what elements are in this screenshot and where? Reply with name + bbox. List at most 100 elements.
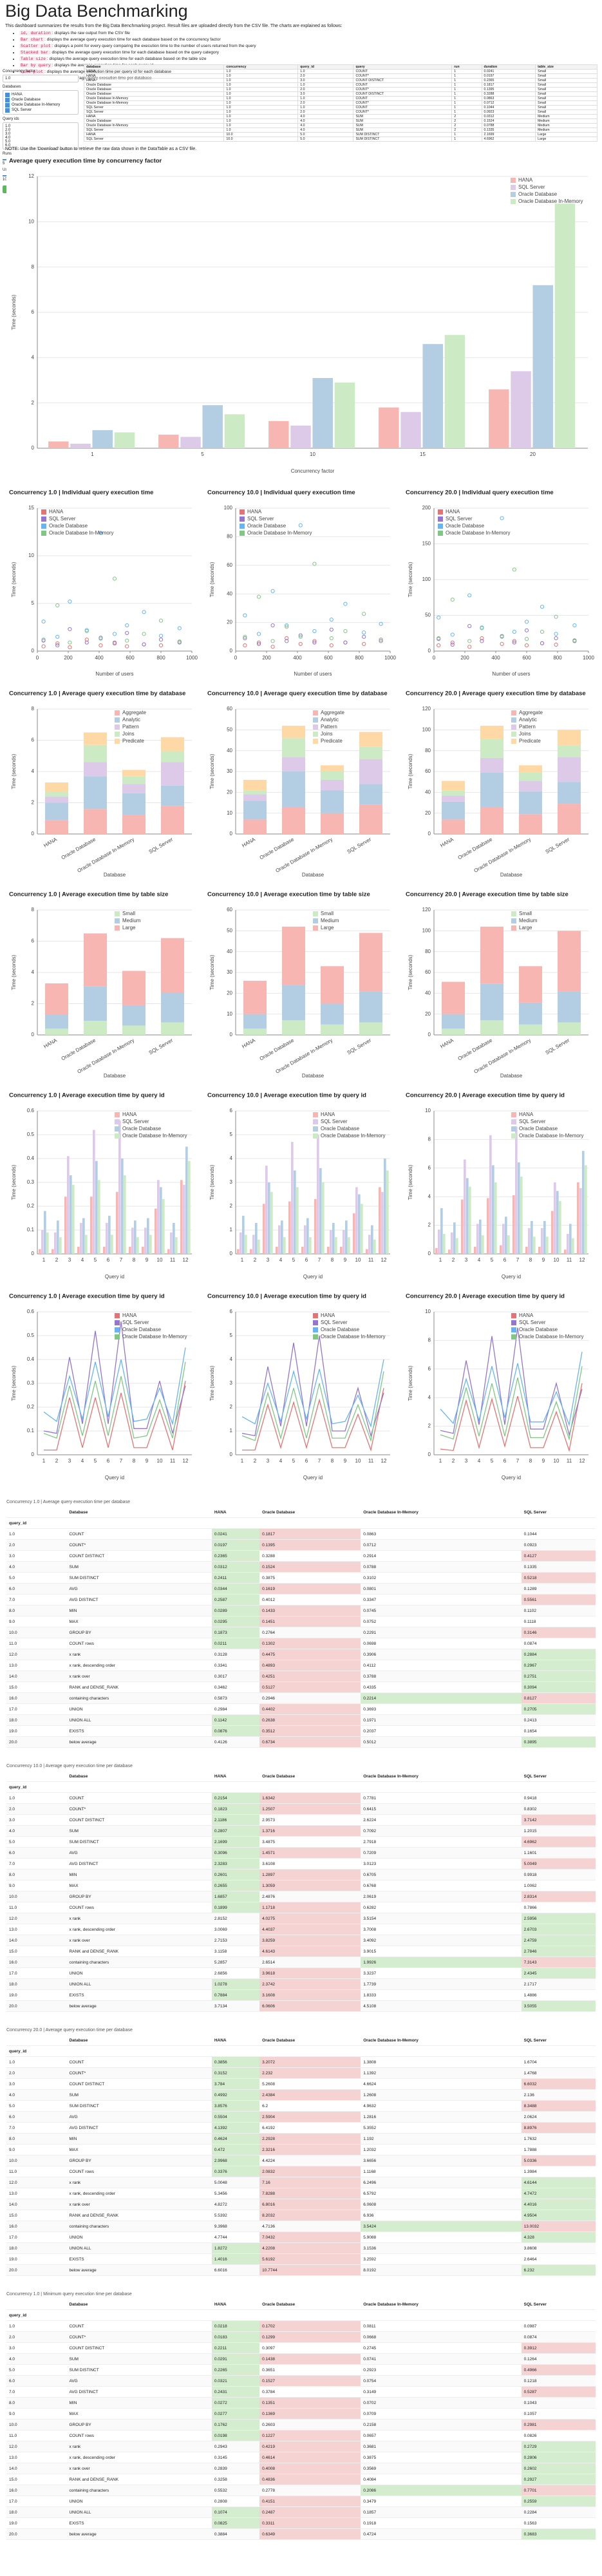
column-header: HANA — [211, 2035, 260, 2046]
legend-swatch — [438, 509, 443, 515]
query-name: x rank, descending order — [66, 1924, 212, 1935]
checklist: HANA Oracle Database Oracle Database In-Me… — [3, 90, 79, 115]
list-option[interactable]: 4.0 — [5, 136, 11, 140]
table-cell: 1 — [451, 87, 482, 92]
x-tick-label: 11 — [368, 1458, 374, 1464]
x-axis-label: Query id — [502, 1274, 521, 1280]
bar — [500, 1245, 502, 1254]
table-cell: Small — [535, 82, 597, 88]
value-cell: 0.0826 — [521, 2430, 596, 2441]
query-id: 14.0 — [6, 1935, 67, 1946]
checkbox[interactable] — [5, 92, 10, 97]
table-cell: 1.0 — [223, 118, 299, 124]
list-option[interactable]: 5.0 — [5, 140, 11, 144]
value-cell: 1.3984 — [521, 2166, 596, 2177]
query-id: 15.0 — [6, 1681, 67, 1693]
bar — [443, 1233, 446, 1254]
x-tick-label: 12 — [183, 1458, 189, 1464]
intro: This dashboard summarizes the results fr… — [5, 24, 343, 28]
query-id: 12.0 — [6, 1913, 67, 1924]
point — [343, 629, 348, 634]
value-cell: 0.0344 — [211, 1583, 260, 1595]
query-id: 6.0 — [6, 1847, 67, 1859]
bar — [373, 1239, 376, 1254]
table-row: 12.0 x rank 0.2943 0.4219 0.3681 0.2729 — [6, 2441, 596, 2452]
value-cell: 0.1043 — [521, 2397, 596, 2409]
value-cell: 0.2764 — [259, 1627, 361, 1638]
legend-swatch — [240, 524, 245, 529]
column-header[interactable]: query_id — [297, 64, 354, 70]
column-header[interactable]: database — [83, 64, 225, 70]
query-name: below average — [66, 1736, 212, 1748]
column-header[interactable]: concurrency — [223, 64, 299, 70]
value-cell: 0.2211 — [211, 2342, 260, 2354]
value-cell: 0.1218 — [521, 2375, 596, 2387]
value-cell: 3.2072 — [259, 2056, 361, 2068]
query-id: 11.0 — [6, 2430, 67, 2441]
bar — [46, 1232, 49, 1254]
query-name: MIN — [66, 2133, 212, 2145]
value-cell: 4.4037 — [259, 1924, 361, 1935]
list-option[interactable]: 6.0 — [5, 144, 11, 147]
bar — [131, 1227, 134, 1254]
value-cell: 1.7888 — [521, 2144, 596, 2155]
y-tick-label: 40 — [425, 990, 431, 996]
query-id: 18.0 — [6, 1714, 67, 1726]
checkbox[interactable] — [5, 108, 10, 113]
legend-label: Oracle Database In-Memory — [122, 1334, 187, 1340]
table-row: 9.0 MAX 0.2655 1.3059 0.6768 1.0062 — [6, 1880, 596, 1891]
bar-segment — [321, 966, 344, 1004]
value-cell: 0.1857 — [361, 2506, 522, 2518]
dropdown[interactable]: 1.0 — [3, 75, 79, 82]
list-option[interactable]: 1.0 — [5, 124, 11, 128]
x-tick-label: 10 — [554, 1458, 560, 1464]
column-header[interactable]: duration — [481, 64, 536, 70]
value-cell: 0.4127 — [521, 1550, 596, 1562]
point — [450, 632, 455, 637]
column-header[interactable]: query — [353, 64, 453, 70]
listbox[interactable]: 1.0 2.0 3.0 4.0 5.0 6.0 — [3, 122, 79, 149]
bar — [476, 1224, 479, 1254]
query-name: x rank, descending order — [66, 1660, 212, 1671]
checkbox-row[interactable]: Oracle Database — [5, 97, 76, 102]
summary-table: Database HANA Oracle Database Oracle Databa… — [6, 2035, 596, 2276]
legend-label: Predicate — [122, 738, 144, 744]
value-cell: 0.2413 — [521, 1714, 596, 1726]
checkbox-row[interactable]: SQL Server — [5, 108, 76, 113]
column-header[interactable]: table_size — [535, 64, 597, 70]
value-cell: 0.7866 — [521, 1902, 596, 1913]
query-id: 17.0 — [6, 1967, 67, 1979]
value-cell: 6.6032 — [521, 2078, 596, 2090]
y-tick-label: 8 — [32, 706, 35, 712]
bar-segment — [442, 1028, 465, 1035]
point — [125, 630, 129, 635]
table-row: 3.0 COUNT DISTINCT 0.2365 0.3288 0.2914 0.412… — [6, 1550, 596, 1562]
value-cell: 0.3681 — [361, 2441, 522, 2452]
list-option[interactable]: 3.0 — [5, 132, 11, 136]
checkbox[interactable] — [5, 97, 10, 102]
bar — [532, 285, 553, 448]
bar-segment — [359, 784, 382, 805]
x-tick-label: 1 — [241, 1257, 244, 1263]
bar-segment — [122, 770, 146, 777]
checkbox-row[interactable]: HANA — [5, 92, 76, 97]
list-option[interactable]: 2.0 — [5, 128, 11, 132]
value-cell: 3.7008 — [361, 1924, 522, 1935]
x-tick-label: 2 — [55, 1458, 59, 1464]
query-id: 13.0 — [6, 1924, 67, 1935]
checkbox-row[interactable]: Oracle Database In-Memory — [5, 102, 76, 108]
legend-swatch — [511, 724, 516, 730]
bar-segment — [442, 819, 465, 834]
value-cell: 0.4893 — [259, 1660, 361, 1671]
legend-label: Medium — [122, 918, 141, 923]
column-header[interactable]: run — [451, 64, 482, 70]
checkbox[interactable] — [5, 102, 10, 108]
bar — [330, 1230, 332, 1254]
bar-segment — [282, 738, 305, 757]
chart-title: Average query execution time by concurre… — [9, 158, 162, 165]
bar — [54, 1232, 57, 1254]
y-tick-label: 0.6 — [27, 1309, 35, 1314]
bar — [270, 1191, 273, 1254]
table-row: SQL Server 1.0 4.0 SUM 2 0.1335 Medium — [83, 128, 597, 133]
table-cell: 2.0 — [297, 100, 354, 106]
